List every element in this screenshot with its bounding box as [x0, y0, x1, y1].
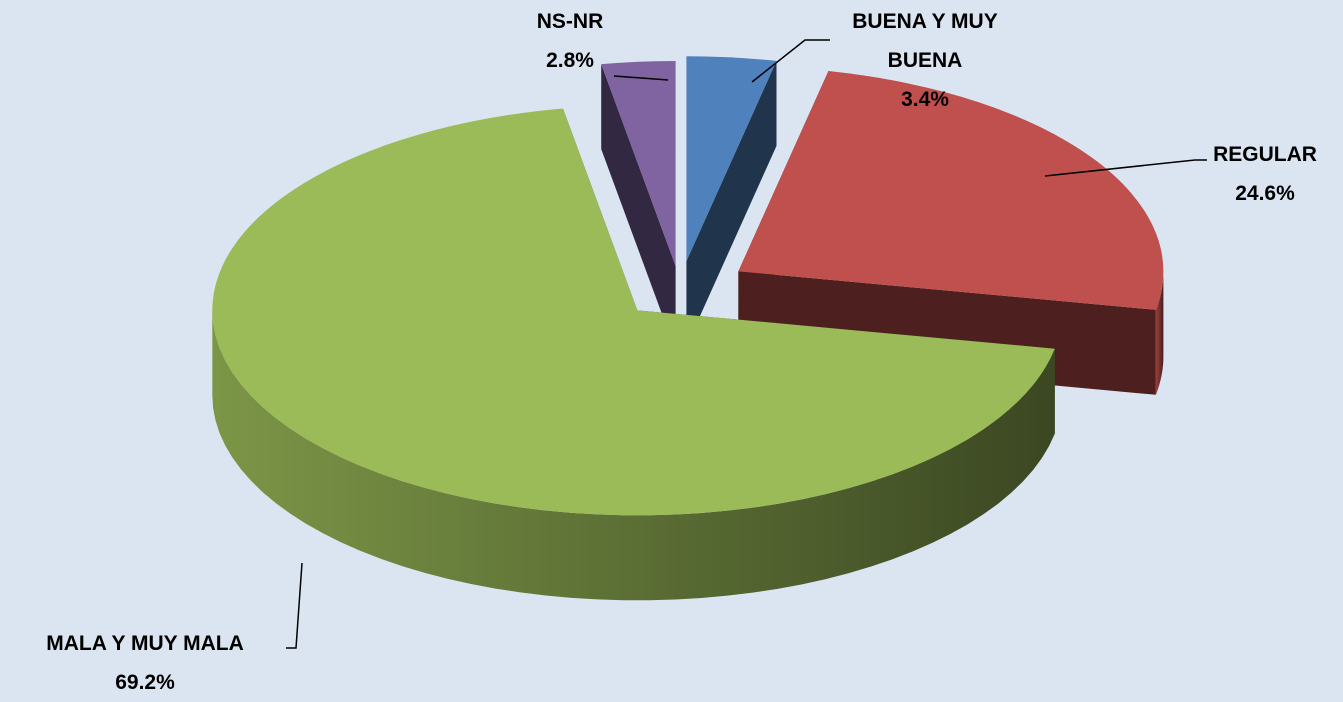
category-label: MALA Y MUY MALA	[46, 632, 244, 655]
value-label: 3.4%	[901, 88, 949, 111]
slice-side	[601, 64, 676, 351]
pie-slice	[212, 108, 1055, 516]
leader-line	[751, 39, 830, 83]
slice-label: REGULAR 24.6%	[1185, 135, 1343, 213]
pie-slice	[738, 71, 1164, 310]
category-label: REGULAR	[1213, 143, 1317, 166]
slice-wall	[1155, 271, 1164, 395]
category-label: BUENA Y MUY BUENA	[852, 10, 998, 72]
value-label: 2.8%	[546, 49, 594, 72]
leader-line	[1044, 159, 1207, 177]
category-label: NS-NR	[536, 10, 604, 33]
pie-slice	[686, 56, 777, 262]
value-label: 24.6%	[1235, 182, 1295, 205]
slice-label: MALA Y MUY MALA 69.2%	[0, 624, 290, 702]
leader-line	[286, 562, 303, 649]
slice-wall	[212, 310, 1055, 601]
leader-line	[613, 75, 669, 81]
value-label: 69.2%	[115, 671, 175, 694]
slice-label: BUENA Y MUY BUENA 3.4%	[815, 2, 1035, 119]
pie-slice	[601, 60, 676, 266]
slice-label: NS-NR 2.8%	[500, 2, 640, 80]
slice-side	[686, 60, 777, 347]
